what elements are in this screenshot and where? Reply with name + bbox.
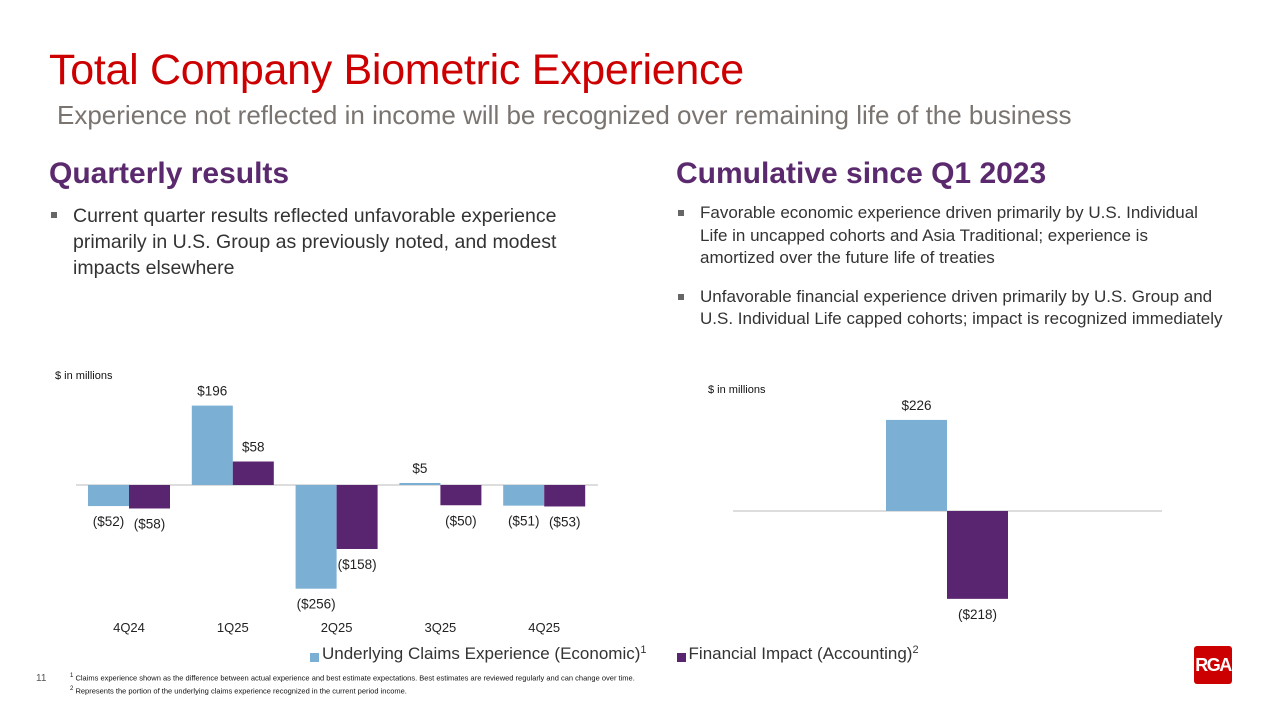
- bar-economic-1Q25: [191, 405, 233, 485]
- bar-accounting-2Q25: [336, 485, 378, 549]
- cumulative-bar-chart: $ in millions $226 ($218): [708, 384, 1162, 622]
- bar-economic-3Q25: [399, 482, 441, 485]
- chart-legend: Underlying Claims Experience (Economic) …: [310, 644, 949, 664]
- data-label: ($50): [445, 513, 477, 528]
- legend-label: Underlying Claims Experience (Economic): [322, 644, 641, 663]
- bullet-item: Unfavorable financial experience driven …: [676, 286, 1226, 331]
- footnote-2: 2 Represents the portion of the underlyi…: [70, 686, 407, 696]
- category-label: 3Q25: [424, 620, 456, 635]
- data-label: ($58): [134, 516, 166, 531]
- legend-superscript: 1: [640, 644, 647, 656]
- legend-swatch: [676, 653, 686, 662]
- footnote-1: 1 Claims experience shown as the differe…: [70, 673, 635, 683]
- bar-accounting-4Q25: [544, 485, 586, 507]
- page-title: Total Company Biometric Experience: [49, 46, 744, 94]
- quarterly-bullets: Current quarter results reflected unfavo…: [49, 203, 579, 281]
- footnote-mark: 1: [70, 673, 74, 679]
- legend-swatch: [310, 653, 319, 662]
- category-label: 4Q25: [528, 620, 560, 635]
- bar-economic-cumulative: [886, 419, 947, 511]
- data-label: $196: [197, 384, 227, 399]
- page-number: 11: [36, 673, 47, 684]
- legend-superscript: 2: [912, 644, 919, 656]
- category-label: 4Q24: [113, 620, 145, 635]
- legend-label: Financial Impact (Accounting): [688, 644, 913, 663]
- bullet-item: Current quarter results reflected unfavo…: [49, 203, 579, 281]
- data-label: $58: [242, 440, 265, 455]
- bar-accounting-3Q25: [440, 485, 482, 506]
- unit-label: $ in millions: [55, 370, 113, 382]
- footnote-mark: 2: [70, 686, 74, 692]
- bullet-item: Favorable economic experience driven pri…: [676, 202, 1226, 270]
- data-label: ($256): [297, 597, 336, 612]
- footnote-text: Claims experience shown as the differenc…: [75, 673, 635, 683]
- bar-economic-2Q25: [295, 485, 337, 589]
- bar-accounting-cumulative: [947, 511, 1008, 599]
- cumulative-heading: Cumulative since Q1 2023: [676, 157, 1047, 190]
- category-label: 1Q25: [217, 620, 249, 635]
- footnote-text: Represents the portion of the underlying…: [75, 686, 407, 696]
- page-subtitle: Experience not reflected in income will …: [57, 100, 1072, 130]
- quarterly-results-heading: Quarterly results: [49, 157, 290, 190]
- cumulative-bullets: Favorable economic experience driven pri…: [676, 202, 1226, 347]
- category-label: 2Q25: [321, 620, 353, 635]
- unit-label: $ in millions: [708, 384, 766, 396]
- data-label: ($51): [508, 514, 540, 529]
- bar-economic-4Q25: [503, 485, 545, 506]
- data-label: $226: [901, 398, 931, 413]
- rga-logo: RGA: [1194, 646, 1232, 684]
- bar-accounting-1Q25: [232, 461, 274, 485]
- bar-accounting-4Q24: [129, 485, 170, 509]
- quarterly-bar-chart: $ in millions ($52) ($58) 4Q24 $196 $58 1Q25 (…: [55, 370, 598, 635]
- data-label: ($158): [338, 557, 377, 572]
- legend-item-accounting: Financial Impact (Accounting) 2: [676, 644, 919, 664]
- data-label: $5: [412, 461, 427, 476]
- data-label: ($53): [549, 514, 581, 529]
- bar-economic-4Q24: [88, 485, 129, 507]
- data-label: ($218): [958, 607, 997, 622]
- legend-item-economic: Underlying Claims Experience (Economic) …: [310, 644, 647, 664]
- data-label: ($52): [93, 514, 125, 529]
